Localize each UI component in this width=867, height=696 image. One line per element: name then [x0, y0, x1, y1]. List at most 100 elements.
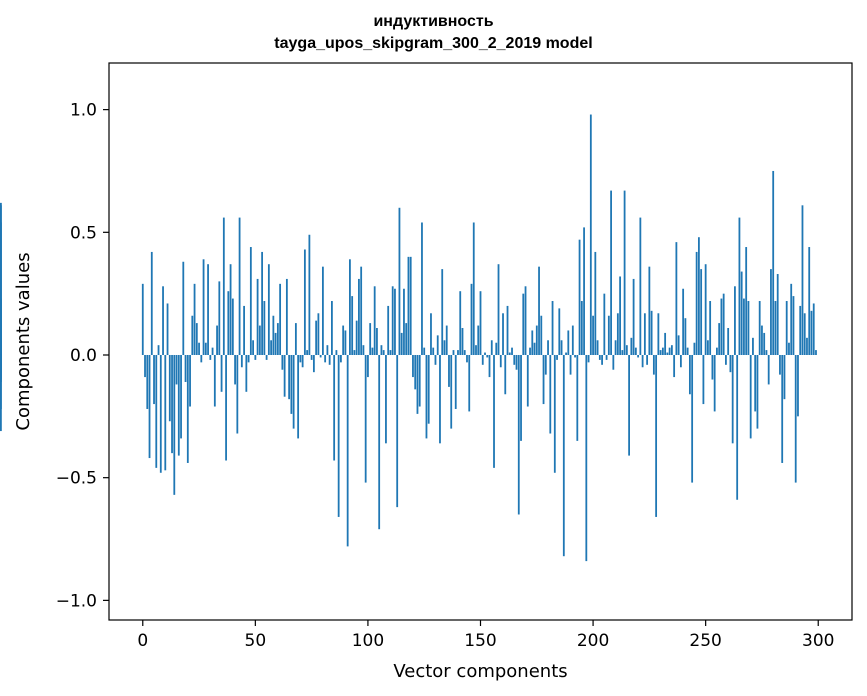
bar-11 [166, 303, 169, 355]
bar-193 [576, 354, 579, 441]
bar-72 [303, 249, 306, 355]
bar-undefined [0, 354, 2, 432]
bar-146 [470, 283, 473, 355]
bar-273 [756, 354, 759, 429]
y-axis-ticks: −1.0 −0.5 0.0 0.5 1.0 [56, 101, 109, 611]
bar-18 [182, 261, 185, 355]
x-tick-label: 300 [802, 631, 834, 651]
bar-76 [312, 354, 315, 373]
bar-206 [605, 354, 608, 360]
bar-87 [337, 354, 340, 517]
bar-207 [607, 315, 610, 355]
bar-286 [785, 301, 788, 355]
bar-214 [623, 190, 626, 355]
y-axis-label: Components values [13, 252, 34, 430]
bar-240 [682, 288, 685, 355]
bar-251 [707, 340, 709, 355]
bar-208 [610, 190, 612, 355]
bar-153 [486, 354, 489, 358]
bar-276 [763, 332, 766, 355]
bar-266 [740, 271, 743, 355]
bar-10 [164, 354, 167, 471]
bar-114 [398, 207, 401, 355]
bar-80 [321, 266, 324, 355]
bar-135 [445, 325, 448, 355]
bar-118 [407, 256, 410, 355]
bar-288 [790, 283, 793, 355]
bar-210 [614, 340, 617, 355]
x-tick-label: 250 [689, 631, 721, 651]
bar-151 [481, 354, 484, 365]
bar-94 [353, 350, 356, 355]
bar-201 [594, 251, 597, 355]
bar-16 [177, 354, 180, 456]
bar-98 [362, 345, 365, 355]
bar-137 [450, 354, 453, 429]
bar-67 [292, 354, 295, 429]
bar-160 [502, 313, 504, 355]
bar-111 [391, 286, 394, 355]
bar-103 [373, 286, 376, 355]
bar-259 [725, 354, 727, 365]
bar-152 [484, 352, 486, 355]
bar-24 [195, 323, 198, 355]
bar-261 [729, 354, 732, 373]
bar-7 [157, 345, 160, 355]
bar-43 [238, 217, 241, 355]
bar-282 [776, 274, 779, 355]
bar-61 [279, 283, 282, 355]
bar-226 [650, 310, 653, 355]
bar-249 [702, 354, 705, 405]
bar-264 [736, 354, 739, 500]
bar-77 [315, 320, 318, 355]
bar-163 [508, 352, 511, 355]
bar-128 [430, 313, 432, 355]
bar-23 [193, 283, 196, 355]
bar-4 [150, 251, 153, 355]
bar-257 [720, 298, 723, 355]
bar-35 [220, 354, 223, 392]
bar-129 [432, 347, 435, 355]
bar-229 [657, 313, 660, 355]
bar-42 [236, 354, 239, 434]
bar-174 [533, 342, 536, 355]
bar-203 [598, 354, 601, 360]
bar-140 [457, 350, 459, 355]
bar-82 [326, 345, 329, 355]
bar-221 [639, 217, 642, 355]
bar-260 [727, 328, 730, 355]
bar-258 [722, 293, 725, 355]
bar-199 [589, 114, 592, 355]
bar-241 [684, 318, 687, 355]
bar-84 [330, 301, 333, 355]
bar-290 [794, 354, 797, 483]
bar-170 [524, 286, 527, 355]
bar-164 [511, 347, 513, 355]
bar-89 [342, 325, 345, 355]
bar-253 [711, 354, 714, 380]
bar-279 [770, 269, 772, 355]
bar-183 [553, 354, 556, 473]
bar-200 [592, 315, 594, 355]
bar-238 [677, 335, 680, 355]
bar-289 [792, 296, 795, 355]
bar-172 [529, 347, 531, 355]
bar-75 [310, 354, 313, 360]
bar-171 [526, 354, 529, 407]
bar-188 [565, 352, 567, 355]
bar-248 [700, 269, 703, 355]
bar-157 [495, 342, 498, 355]
bar-275 [761, 325, 763, 355]
bar-46 [245, 354, 248, 392]
x-tick-label: 200 [577, 631, 609, 651]
bar-25 [198, 342, 200, 355]
bar-102 [371, 347, 374, 355]
bar-218 [632, 278, 635, 355]
plot-frame [108, 62, 853, 621]
bar-156 [493, 354, 495, 468]
bar-242 [686, 347, 689, 355]
bar-299 [815, 350, 817, 355]
bar-139 [454, 354, 457, 409]
y-tick-label: 0.5 [70, 223, 97, 243]
